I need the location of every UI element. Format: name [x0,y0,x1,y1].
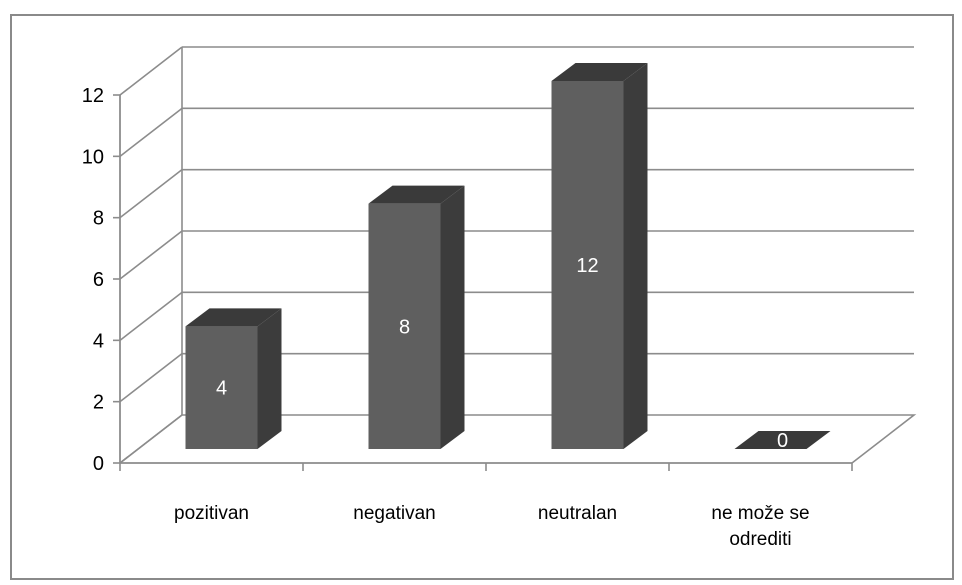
y-tick-label: 6 [93,269,104,291]
bar-front [368,203,441,449]
bar: 12 [551,63,648,449]
y-tick-label: 8 [93,208,104,230]
bar-side [440,185,465,449]
axes [113,94,853,471]
category-label: ne može se odrediti [711,503,809,550]
grid-lines [119,46,917,464]
data-label: 8 [399,316,410,338]
data-label: 12 [576,255,598,277]
category-label: negativan [353,503,435,524]
data-label: 0 [777,430,788,452]
category-labels: pozitivan negativan neutralan ne može se odr… [174,503,810,550]
bar-side [623,63,648,449]
category-label: neutralan [538,503,617,524]
bar-front [185,326,258,449]
y-tick-label: 10 [82,146,104,168]
bar-side [257,308,282,449]
side-wall-line [119,291,183,341]
bar-top [368,185,465,204]
bar-top [551,63,648,81]
bar-top [734,431,831,449]
y-tick-label: 12 [82,85,104,107]
side-wall-line [119,353,183,403]
floor-outline [119,414,917,464]
y-tick-label: 0 [93,453,104,475]
y-tick-label: 4 [93,330,104,352]
bars: 4 8 12 0 [185,63,831,452]
side-wall-line [119,230,183,280]
side-wall-line [119,46,183,96]
bar: 8 [368,185,465,449]
side-wall-line [119,169,183,219]
y-tick-label: 2 [93,392,104,414]
bar-top [185,308,282,327]
y-tick-labels: 0 2 4 6 8 10 12 [82,85,104,475]
bar: 0 [734,430,831,452]
side-wall-line [119,107,183,157]
bar: 4 [185,308,282,449]
data-label: 4 [216,378,227,400]
category-label: pozitivan [174,503,249,524]
bar-front [551,81,624,449]
